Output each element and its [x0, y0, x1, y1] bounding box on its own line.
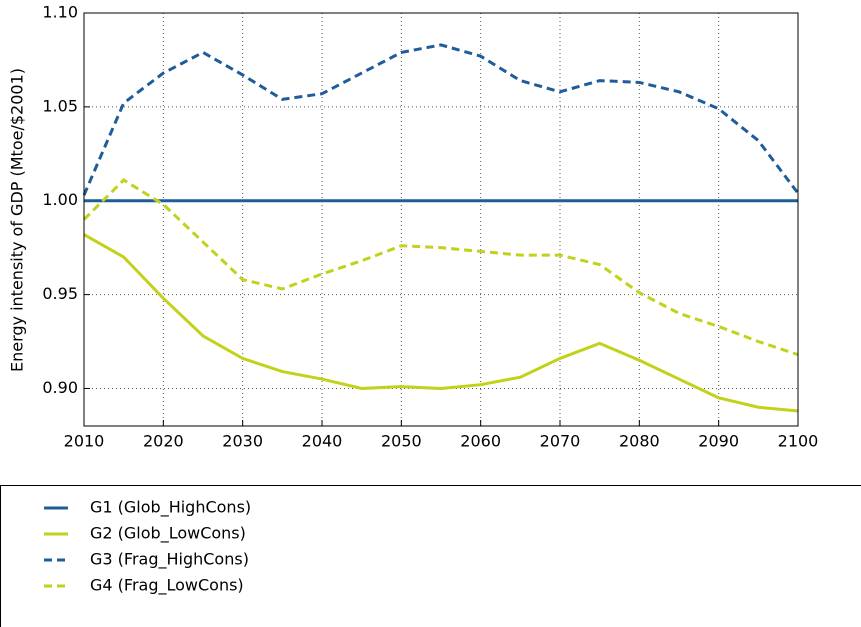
y-tick-label: 0.90 [42, 378, 78, 397]
legend-label: G4 (Frag_LowCons) [90, 576, 244, 596]
x-tick-label: 2040 [302, 432, 343, 451]
y-tick-label: 1.05 [42, 96, 78, 115]
legend-label: G2 (Glob_LowCons) [90, 524, 246, 544]
x-tick-label: 2100 [778, 432, 819, 451]
y-axis-label: Energy intensity of GDP (Mtoe/$2001) [8, 68, 27, 372]
x-tick-label: 2090 [698, 432, 739, 451]
x-tick-label: 2020 [143, 432, 184, 451]
legend-box [0, 485, 861, 627]
line-series [82, 43, 800, 196]
y-tick-label: 0.95 [42, 284, 78, 303]
plot-frame [83, 12, 799, 427]
line-series [83, 233, 799, 413]
x-tick-label: 2070 [540, 432, 581, 451]
legend-label: G1 (Glob_HighCons) [90, 498, 251, 518]
y-tick-label: 1.00 [42, 190, 78, 209]
y-tick-label: 1.10 [42, 3, 78, 22]
x-tick-label: 2060 [460, 432, 501, 451]
x-tick-label: 2030 [222, 432, 263, 451]
line-series [82, 178, 799, 357]
x-tick-label: 2080 [619, 432, 660, 451]
legend-label: G3 (Frag_HighCons) [90, 550, 249, 570]
x-tick-label: 2050 [381, 432, 422, 451]
x-tick-label: 2010 [64, 432, 105, 451]
